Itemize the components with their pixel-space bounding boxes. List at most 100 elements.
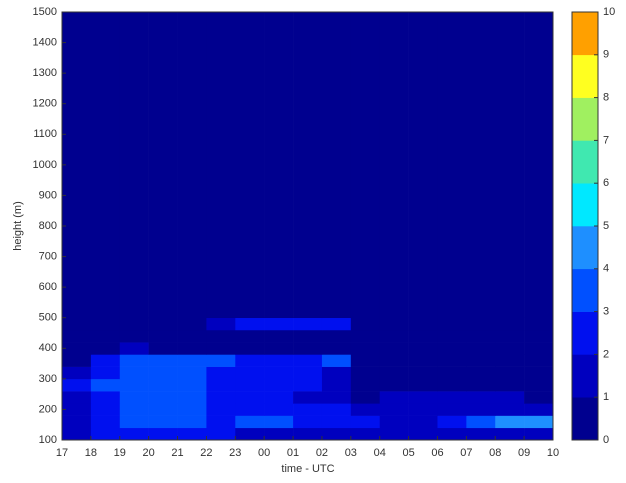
colorbar-segment (572, 12, 598, 56)
heatmap-cell (466, 12, 496, 319)
heatmap-cell (119, 354, 149, 367)
heatmap-cell (321, 378, 352, 392)
heatmap-cell (293, 342, 323, 355)
heatmap-cell (321, 329, 352, 343)
heatmap-cell (466, 427, 496, 441)
heatmap-cell (408, 329, 438, 343)
heatmap-cell (177, 342, 207, 355)
heatmap-cell (437, 329, 467, 343)
heatmap-cell (177, 391, 207, 404)
heatmap-cell (62, 354, 92, 367)
y-tick-label: 1000 (33, 159, 57, 171)
x-tick-label: 22 (200, 447, 212, 459)
heatmap-cell (177, 329, 207, 343)
colorbar-tick-label: 7 (603, 134, 609, 146)
heatmap-cell (62, 427, 92, 441)
y-tick-label: 800 (39, 220, 57, 232)
heatmap-cell (524, 366, 554, 380)
colorbar-segment (572, 97, 598, 141)
heatmap-cell (235, 427, 265, 441)
x-tick-label: 08 (489, 447, 501, 459)
heatmap-cell (177, 366, 207, 380)
heatmap-cell (264, 329, 294, 343)
heatmap-cell (524, 378, 554, 392)
colorbar-tick-label: 2 (603, 348, 609, 360)
heatmap-cell (90, 317, 121, 331)
heatmap-cell (524, 329, 554, 343)
heatmap-cell (350, 317, 381, 331)
heatmap-cell (148, 391, 178, 404)
heatmap-cell (206, 403, 236, 416)
colorbar-segment (572, 183, 598, 227)
heatmap-cell (437, 427, 467, 441)
heatmap-cell (466, 378, 496, 392)
heatmap-cell (408, 354, 438, 367)
heatmap-cell (408, 378, 438, 392)
heatmap-cell (437, 391, 467, 404)
y-tick-label: 1200 (33, 98, 57, 110)
heatmap-cell (466, 342, 496, 355)
heatmap-cell (293, 329, 323, 343)
heatmap-cell (350, 366, 381, 380)
heatmap-cell (524, 317, 554, 331)
heatmap-cell (148, 378, 178, 392)
heatmap-cell (235, 12, 265, 319)
x-tick-label: 10 (547, 447, 559, 459)
colorbar-tick-label: 10 (603, 6, 615, 18)
heatmap-cell (148, 329, 178, 343)
heatmap-cell (119, 427, 149, 441)
heatmap-cell (148, 317, 178, 331)
heatmap-cell (350, 12, 381, 319)
heatmap-cell (466, 366, 496, 380)
heatmap-cell (293, 366, 323, 380)
heatmap-cell (264, 415, 294, 429)
heatmap-cell (350, 342, 381, 355)
x-tick-label: 20 (143, 447, 155, 459)
heatmap-cell (206, 378, 236, 392)
heatmap-cell (206, 342, 236, 355)
heatmap-cell (90, 329, 121, 343)
heatmap-cell (235, 317, 265, 331)
heatmap-cell (321, 366, 352, 380)
heatmap-cell (62, 378, 92, 392)
heatmap-cell (466, 354, 496, 367)
heatmap-cell (293, 12, 323, 319)
colorbar-tick-label: 3 (603, 306, 609, 318)
y-tick-label: 900 (39, 189, 57, 201)
y-tick-label: 700 (39, 250, 57, 262)
colorbar-segment (572, 354, 598, 398)
heatmap-cell (264, 378, 294, 392)
x-tick-label: 21 (171, 447, 183, 459)
heatmap-cell (495, 366, 525, 380)
heatmap-cell (350, 329, 381, 343)
heatmap-cell (235, 329, 265, 343)
x-tick-label: 17 (56, 447, 68, 459)
heatmap-cell (177, 12, 207, 319)
heatmap-cell (235, 391, 265, 404)
y-tick-label: 300 (39, 373, 57, 385)
heatmap-cell (177, 403, 207, 416)
heatmap-cell (379, 317, 409, 331)
heatmap-cell (119, 342, 149, 355)
heatmap-cell (293, 317, 323, 331)
heatmap-cell (177, 354, 207, 367)
heatmap-cell (437, 317, 467, 331)
heatmap-cell (90, 378, 121, 392)
x-tick-label: 07 (460, 447, 472, 459)
x-tick-label: 02 (316, 447, 328, 459)
heatmap-cell (408, 391, 438, 404)
heatmap-cell (495, 12, 525, 319)
heatmap-cell (62, 329, 92, 343)
heatmap-cell (379, 12, 409, 319)
y-axis-label: height (m) (12, 201, 24, 251)
heatmap-cell (524, 427, 554, 441)
colorbar-segment (572, 397, 598, 441)
x-tick-label: 23 (229, 447, 241, 459)
heatmap-cell (148, 12, 178, 319)
colorbar-segment (572, 54, 598, 98)
heatmap-cell (408, 366, 438, 380)
heatmap-cell (119, 329, 149, 343)
heatmap-cell (379, 427, 409, 441)
y-tick-label: 1400 (33, 36, 57, 48)
